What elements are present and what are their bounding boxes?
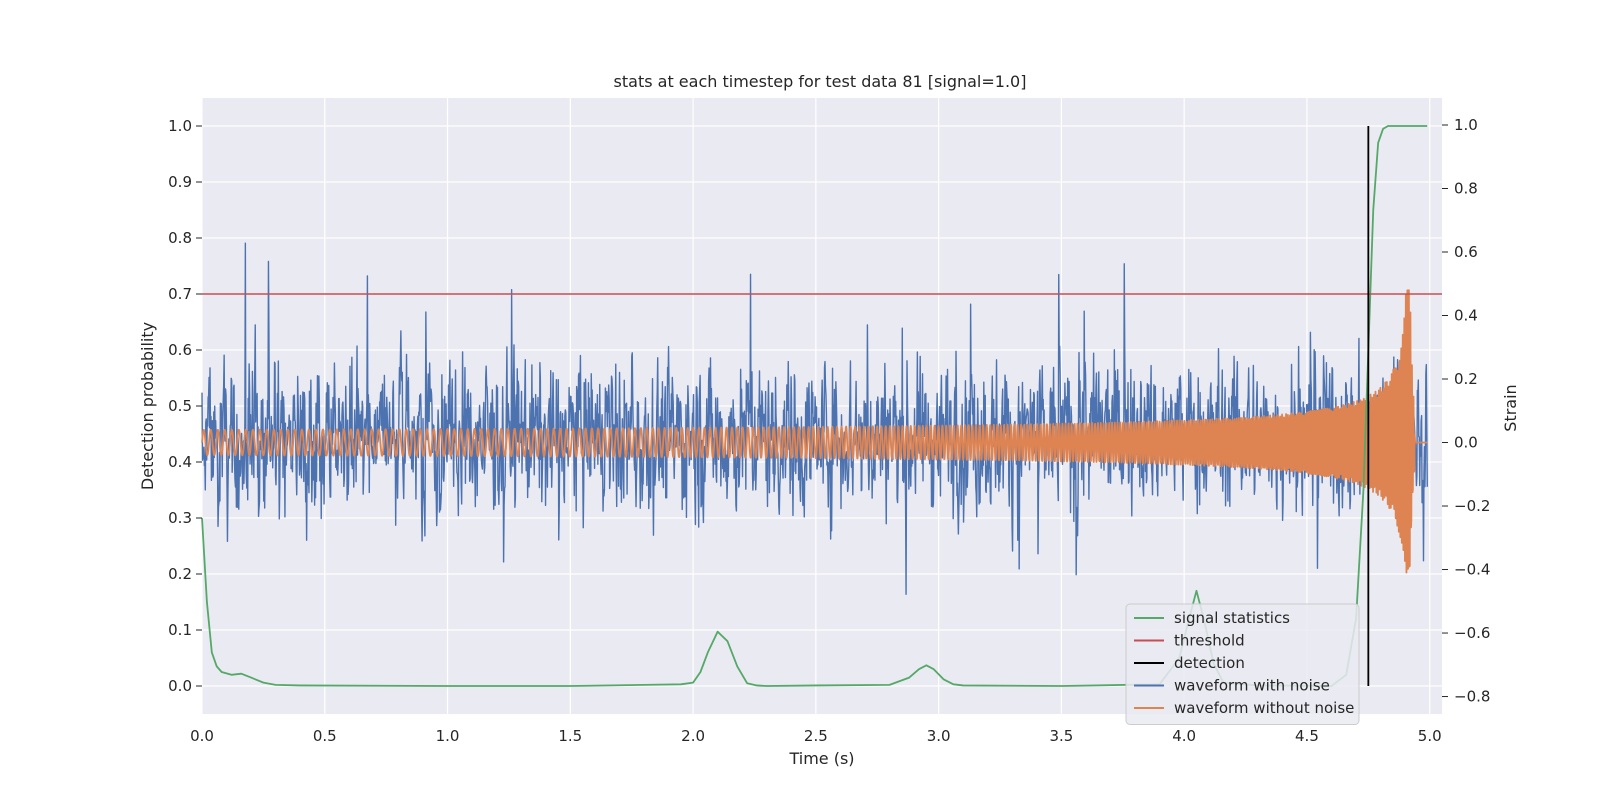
x-tick-label: 3.5: [1049, 727, 1073, 745]
left-y-tick-label: 0.3: [168, 509, 192, 527]
left-y-tick-label: 0.5: [168, 397, 192, 415]
right-y-tick-label: −0.8: [1454, 688, 1490, 706]
chart-title: stats at each timestep for test data 81 …: [614, 72, 1027, 91]
right-y-tick-label: 0.6: [1454, 243, 1478, 261]
legend: signal statistics threshold detection wavef…: [1125, 603, 1360, 725]
x-tick-label: 1.5: [558, 727, 582, 745]
legend-box: [1125, 603, 1360, 725]
left-y-axis: 0.0 0.1 0.2 0.3 0.4 0.5 0.6 0.7 0.8 0.9 1.0: [168, 117, 202, 695]
left-y-tick-label: 0.4: [168, 453, 192, 471]
plot-area: [201, 125, 1442, 687]
x-tick-label: 4.5: [1295, 727, 1319, 745]
x-axis-label: Time (s): [788, 749, 854, 768]
right-y-tick-label: −0.6: [1454, 624, 1490, 642]
left-y-tick-label: 1.0: [168, 117, 192, 135]
x-tick-label: 2.5: [804, 727, 828, 745]
x-tick-label: 0.5: [313, 727, 337, 745]
legend-label: detection: [1174, 654, 1245, 672]
left-y-tick-label: 0.2: [168, 565, 192, 583]
left-y-axis-label: Detection probability: [138, 322, 157, 490]
legend-label: waveform without noise: [1174, 699, 1354, 717]
x-tick-label: 4.0: [1172, 727, 1196, 745]
x-axis: 0.0 0.5 1.0 1.5 2.0 2.5 3.0 3.5 4.0 4.5 5.0: [190, 727, 1442, 745]
x-tick-label: 3.0: [927, 727, 951, 745]
x-tick-label: 1.0: [436, 727, 460, 745]
legend-label: signal statistics: [1174, 609, 1290, 627]
left-y-tick-label: 0.1: [168, 621, 192, 639]
left-y-tick-label: 0.8: [168, 229, 192, 247]
right-y-tick-label: 0.8: [1454, 179, 1478, 197]
waveform-with-noise-line: [201, 242, 1428, 595]
left-y-tick-label: 0.7: [168, 285, 192, 303]
x-tick-label: 2.0: [681, 727, 705, 745]
right-y-axis: −0.8 −0.6 −0.4 −0.2 0.0 0.2 0.4 0.6 0.8 1.0: [1442, 116, 1490, 706]
right-y-axis-label: Strain: [1501, 384, 1520, 431]
right-y-tick-label: 0.4: [1454, 307, 1478, 325]
left-y-tick-label: 0.9: [168, 173, 192, 191]
left-y-tick-label: 0.0: [168, 677, 192, 695]
left-y-tick-label: 0.6: [168, 341, 192, 359]
right-y-tick-label: −0.4: [1454, 561, 1490, 579]
right-y-tick-label: −0.2: [1454, 497, 1490, 515]
x-tick-label: 5.0: [1418, 727, 1442, 745]
legend-label: waveform with noise: [1174, 677, 1330, 695]
waveform-without-noise-line: [201, 289, 1428, 574]
x-tick-label: 0.0: [190, 727, 214, 745]
right-y-tick-label: 1.0: [1454, 116, 1478, 134]
right-y-tick-label: 0.0: [1454, 434, 1478, 452]
signal-statistics-line: [201, 125, 1428, 687]
legend-label: threshold: [1174, 632, 1245, 650]
right-y-tick-label: 0.2: [1454, 370, 1478, 388]
